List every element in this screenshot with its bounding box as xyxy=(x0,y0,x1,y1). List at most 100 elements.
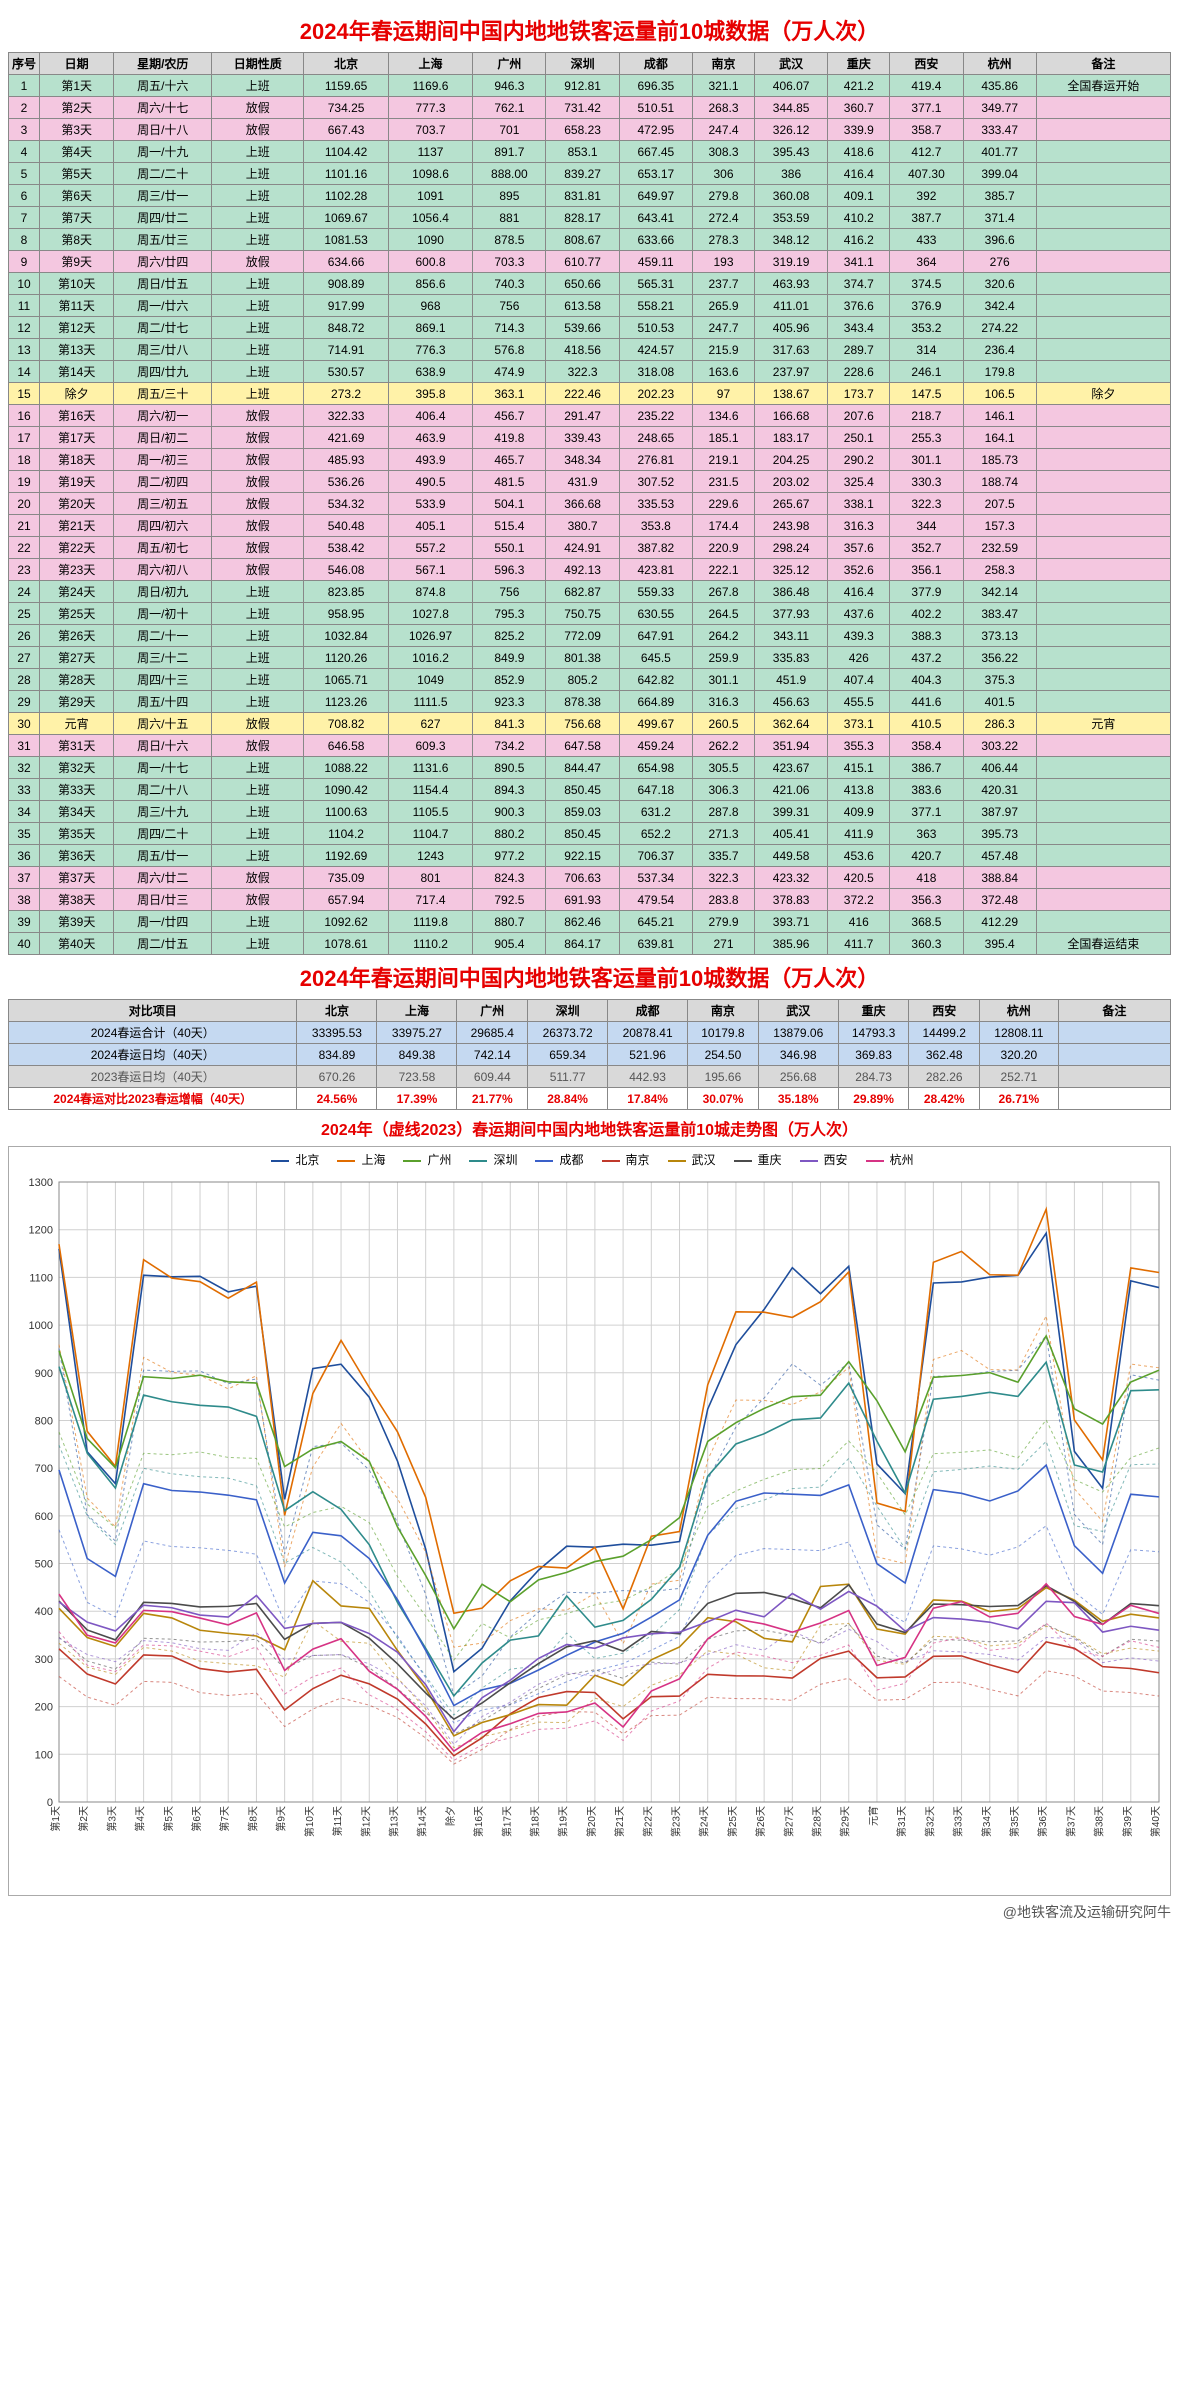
summary-value: 24.56% xyxy=(297,1088,377,1110)
svg-text:第24天: 第24天 xyxy=(698,1806,711,1837)
cell: 第28天 xyxy=(40,669,114,691)
cell: 291.47 xyxy=(546,405,619,427)
cell: 上班 xyxy=(212,339,304,361)
cell: 1 xyxy=(9,75,40,97)
cell: 905.4 xyxy=(473,933,546,955)
cell: 652.2 xyxy=(619,823,692,845)
svg-text:第18天: 第18天 xyxy=(528,1806,541,1837)
cell: 856.6 xyxy=(388,273,472,295)
cell: 878.38 xyxy=(546,691,619,713)
cell: 465.7 xyxy=(473,449,546,471)
summary-remark xyxy=(1058,1044,1170,1066)
cell: 放假 xyxy=(212,449,304,471)
cell: 1159.65 xyxy=(304,75,388,97)
cell: 1027.8 xyxy=(388,603,472,625)
cell: 4 xyxy=(9,141,40,163)
cell: 14 xyxy=(9,361,40,383)
cell: 411.9 xyxy=(828,823,890,845)
cell xyxy=(1036,119,1170,141)
summary-value: 369.83 xyxy=(838,1044,909,1066)
cell: 540.48 xyxy=(304,515,388,537)
cell: 259.9 xyxy=(692,647,754,669)
cell: 203.02 xyxy=(755,471,828,493)
cell: 第7天 xyxy=(40,207,114,229)
table-row: 18第18天周一/初三放假485.93493.9465.7348.34276.8… xyxy=(9,449,1171,471)
cell: 219.1 xyxy=(692,449,754,471)
cell: 894.3 xyxy=(473,779,546,801)
summary-header: 上海 xyxy=(377,1000,457,1022)
cell: 第26天 xyxy=(40,625,114,647)
cell: 360.3 xyxy=(890,933,963,955)
cell: 322.3 xyxy=(890,493,963,515)
cell: 第13天 xyxy=(40,339,114,361)
cell: 上班 xyxy=(212,581,304,603)
cell: 1065.71 xyxy=(304,669,388,691)
table-row: 17第17天周日/初二放假421.69463.9419.8339.43248.6… xyxy=(9,427,1171,449)
cell xyxy=(1036,427,1170,449)
cell: 499.67 xyxy=(619,713,692,735)
cell: 317.63 xyxy=(755,339,828,361)
cell: 1102.28 xyxy=(304,185,388,207)
summary-value: 442.93 xyxy=(608,1066,688,1088)
chart-legend: 北京上海广州深圳成都南京武汉重庆西安杭州 xyxy=(9,1147,1170,1172)
cell: 38 xyxy=(9,889,40,911)
summary-header: 南京 xyxy=(688,1000,759,1022)
cell: 164.1 xyxy=(963,427,1036,449)
cell: 周五/初七 xyxy=(114,537,212,559)
svg-text:第22天: 第22天 xyxy=(641,1806,654,1837)
cell: 207.5 xyxy=(963,493,1036,515)
table-row: 38第38天周日/廿三放假657.94717.4792.5691.93479.5… xyxy=(9,889,1171,911)
chart-title: 2024年（虚线2023）春运期间中国内地地铁客运量前10城走势图（万人次） xyxy=(8,1116,1171,1140)
table-row: 7第7天周四/廿二上班1069.671056.4881828.17643.412… xyxy=(9,207,1171,229)
cell: 643.41 xyxy=(619,207,692,229)
cell: 534.32 xyxy=(304,493,388,515)
summary-label: 2023春运日均（40天） xyxy=(9,1066,297,1088)
cell: 412.7 xyxy=(890,141,963,163)
table-row: 29第29天周五/十四上班1123.261111.5923.3878.38664… xyxy=(9,691,1171,713)
cell: 1088.22 xyxy=(304,757,388,779)
legend-item: 武汉 xyxy=(662,1153,716,1167)
cell: 周日/初九 xyxy=(114,581,212,603)
cell: 1016.2 xyxy=(388,647,472,669)
cell: 1192.69 xyxy=(304,845,388,867)
cell: 777.3 xyxy=(388,97,472,119)
summary-row: 2024春运对比2023春运增幅（40天）24.56%17.39%21.77%2… xyxy=(9,1088,1171,1110)
cell: 273.2 xyxy=(304,383,388,405)
svg-text:第34天: 第34天 xyxy=(980,1806,993,1837)
summary-value: 14499.2 xyxy=(909,1022,980,1044)
cell: 349.77 xyxy=(963,97,1036,119)
cell: 801 xyxy=(388,867,472,889)
cell: 第31天 xyxy=(40,735,114,757)
summary-header: 深圳 xyxy=(528,1000,608,1022)
cell: 559.33 xyxy=(619,581,692,603)
cell: 696.35 xyxy=(619,75,692,97)
cell: 周二/初四 xyxy=(114,471,212,493)
cell: 714.91 xyxy=(304,339,388,361)
summary-value: 17.84% xyxy=(608,1088,688,1110)
cell: 357.6 xyxy=(828,537,890,559)
cell: 243.98 xyxy=(755,515,828,537)
cell: 36 xyxy=(9,845,40,867)
cell: 247.4 xyxy=(692,119,754,141)
cell: 267.8 xyxy=(692,581,754,603)
cell: 377.93 xyxy=(755,603,828,625)
cell: 453.6 xyxy=(828,845,890,867)
summary-value: 26373.72 xyxy=(528,1022,608,1044)
cell: 202.23 xyxy=(619,383,692,405)
table-row: 2第2天周六/十七放假734.25777.3762.1731.42510.512… xyxy=(9,97,1171,119)
cell: 279.8 xyxy=(692,185,754,207)
cell: 第38天 xyxy=(40,889,114,911)
cell: 周一/廿六 xyxy=(114,295,212,317)
summary-value: 195.66 xyxy=(688,1066,759,1088)
cell: 320.6 xyxy=(963,273,1036,295)
cell: 290.2 xyxy=(828,449,890,471)
summary-remark xyxy=(1058,1022,1170,1044)
cell: 558.21 xyxy=(619,295,692,317)
cell: 392 xyxy=(890,185,963,207)
cell: 395.8 xyxy=(388,383,472,405)
cell: 周四/二十 xyxy=(114,823,212,845)
cell: 946.3 xyxy=(473,75,546,97)
cell: 上班 xyxy=(212,757,304,779)
cell: 557.2 xyxy=(388,537,472,559)
cell: 418 xyxy=(890,867,963,889)
